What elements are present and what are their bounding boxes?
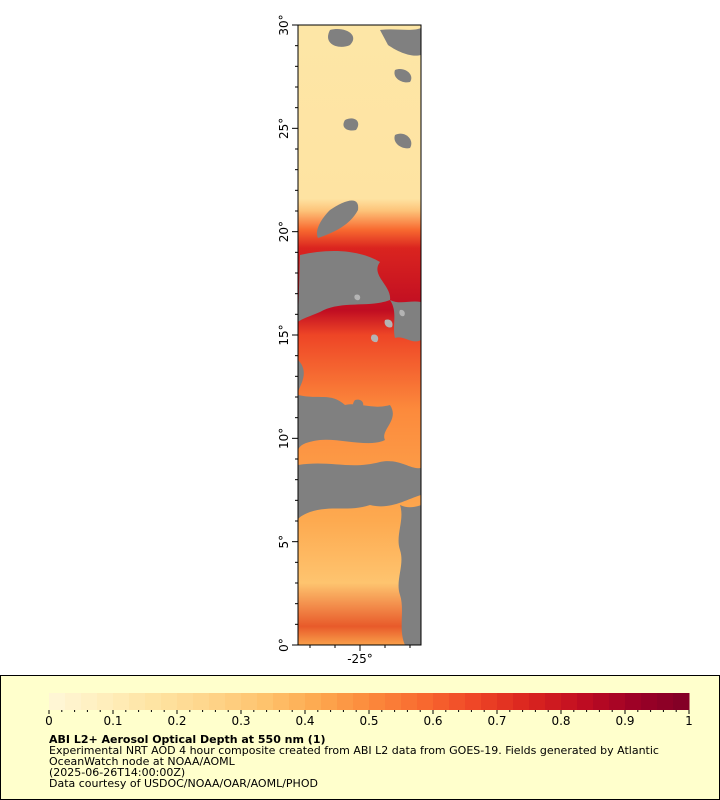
colorbar-cell <box>337 693 354 710</box>
colorbar-cell <box>49 693 66 710</box>
colorbar-cell <box>193 693 210 710</box>
colorbar-cell <box>145 693 162 710</box>
colorbar-label: 0.7 <box>487 714 506 728</box>
colorbar-cell <box>609 693 626 710</box>
colorbar-cell <box>369 693 386 710</box>
colorbar-label: 1 <box>685 714 693 728</box>
colorbar-cell <box>257 693 274 710</box>
colorbar-cell <box>561 693 578 710</box>
colorbar-cell <box>305 693 322 710</box>
no-data-regions <box>298 28 421 645</box>
colorbar-cell <box>209 693 226 710</box>
longitude-axis: -25° <box>309 645 411 666</box>
aod-map: 30° 25° 20° 15° 10° 5° 0° -25° <box>277 14 422 666</box>
caption: ABI L2+ Aerosol Optical Depth at 550 nm … <box>49 734 709 789</box>
colorbar-cell <box>353 693 370 710</box>
colorbar-cell <box>225 693 242 710</box>
colorbar-cell <box>65 693 82 710</box>
colorbar-cell <box>97 693 114 710</box>
colorbar-cell <box>273 693 290 710</box>
colorbar-label: 0.1 <box>103 714 122 728</box>
colorbar-cell <box>321 693 338 710</box>
colorbar-cell <box>641 693 658 710</box>
colorbar-cell <box>529 693 546 710</box>
caption-timestamp: (2025-06-26T14:00:00Z) <box>49 766 186 779</box>
colorbar-cell <box>449 693 466 710</box>
colorbar-cell <box>401 693 418 710</box>
colorbar-label: 0.6 <box>423 714 442 728</box>
colorbar-label: 0.8 <box>551 714 570 728</box>
colorbar-cell <box>673 693 690 710</box>
lat-tick-label: 30° <box>277 14 291 35</box>
colorbar-cell <box>161 693 178 710</box>
lat-tick-label: 0° <box>277 638 291 652</box>
colorbar-cell <box>465 693 482 710</box>
lat-tick-label: 15° <box>277 324 291 345</box>
colorbar: 0 0.1 0.2 0.3 0.4 0.5 0.6 0.7 0.8 0.9 1 <box>45 693 693 728</box>
colorbar-cell <box>177 693 194 710</box>
colorbar-labels: 0 0.1 0.2 0.3 0.4 0.5 0.6 0.7 0.8 0.9 1 <box>45 714 693 728</box>
colorbar-label: 0 <box>45 714 53 728</box>
colorbar-cell <box>129 693 146 710</box>
caption-title: ABI L2+ Aerosol Optical Depth at 550 nm … <box>49 733 326 746</box>
latitude-axis: 30° 25° 20° 15° 10° 5° 0° <box>277 14 298 652</box>
colorbar-cell <box>433 693 450 710</box>
colorbar-label: 0.2 <box>167 714 186 728</box>
colorbar-label: 0.9 <box>615 714 634 728</box>
colorbar-label: 0.3 <box>231 714 250 728</box>
caption-description: Experimental NRT AOD 4 hour composite cr… <box>49 744 659 768</box>
colorbar-cell <box>289 693 306 710</box>
aod-field <box>298 25 421 645</box>
lat-tick-label: 10° <box>277 428 291 449</box>
colorbar-cell <box>577 693 594 710</box>
colorbar-cell <box>385 693 402 710</box>
colorbar-cell <box>481 693 498 710</box>
cloud-regions <box>354 294 405 343</box>
colorbar-ticks <box>48 710 690 714</box>
colorbar-cell <box>657 693 674 710</box>
colorbar-cell <box>241 693 258 710</box>
colorbar-cell <box>497 693 514 710</box>
caption-credit: Data courtesy of USDOC/NOAA/OAR/AOML/PHO… <box>49 777 318 790</box>
colorbar-cell <box>113 693 130 710</box>
colorbar-cell <box>417 693 434 710</box>
colorbar-cell <box>545 693 562 710</box>
lat-tick-label: 20° <box>277 221 291 242</box>
colorbar-cell <box>81 693 98 710</box>
lat-tick-label: 25° <box>277 118 291 139</box>
colorbar-cells <box>49 693 690 710</box>
lat-tick-label: 5° <box>277 535 291 549</box>
colorbar-cell <box>593 693 610 710</box>
legend-panel: 0 0.1 0.2 0.3 0.4 0.5 0.6 0.7 0.8 0.9 1 ABI L2+ Ae… <box>0 675 720 800</box>
colorbar-cell <box>513 693 530 710</box>
lon-tick-label: -25° <box>347 652 373 666</box>
colorbar-cell <box>625 693 642 710</box>
colorbar-label: 0.4 <box>295 714 314 728</box>
colorbar-label: 0.5 <box>359 714 378 728</box>
